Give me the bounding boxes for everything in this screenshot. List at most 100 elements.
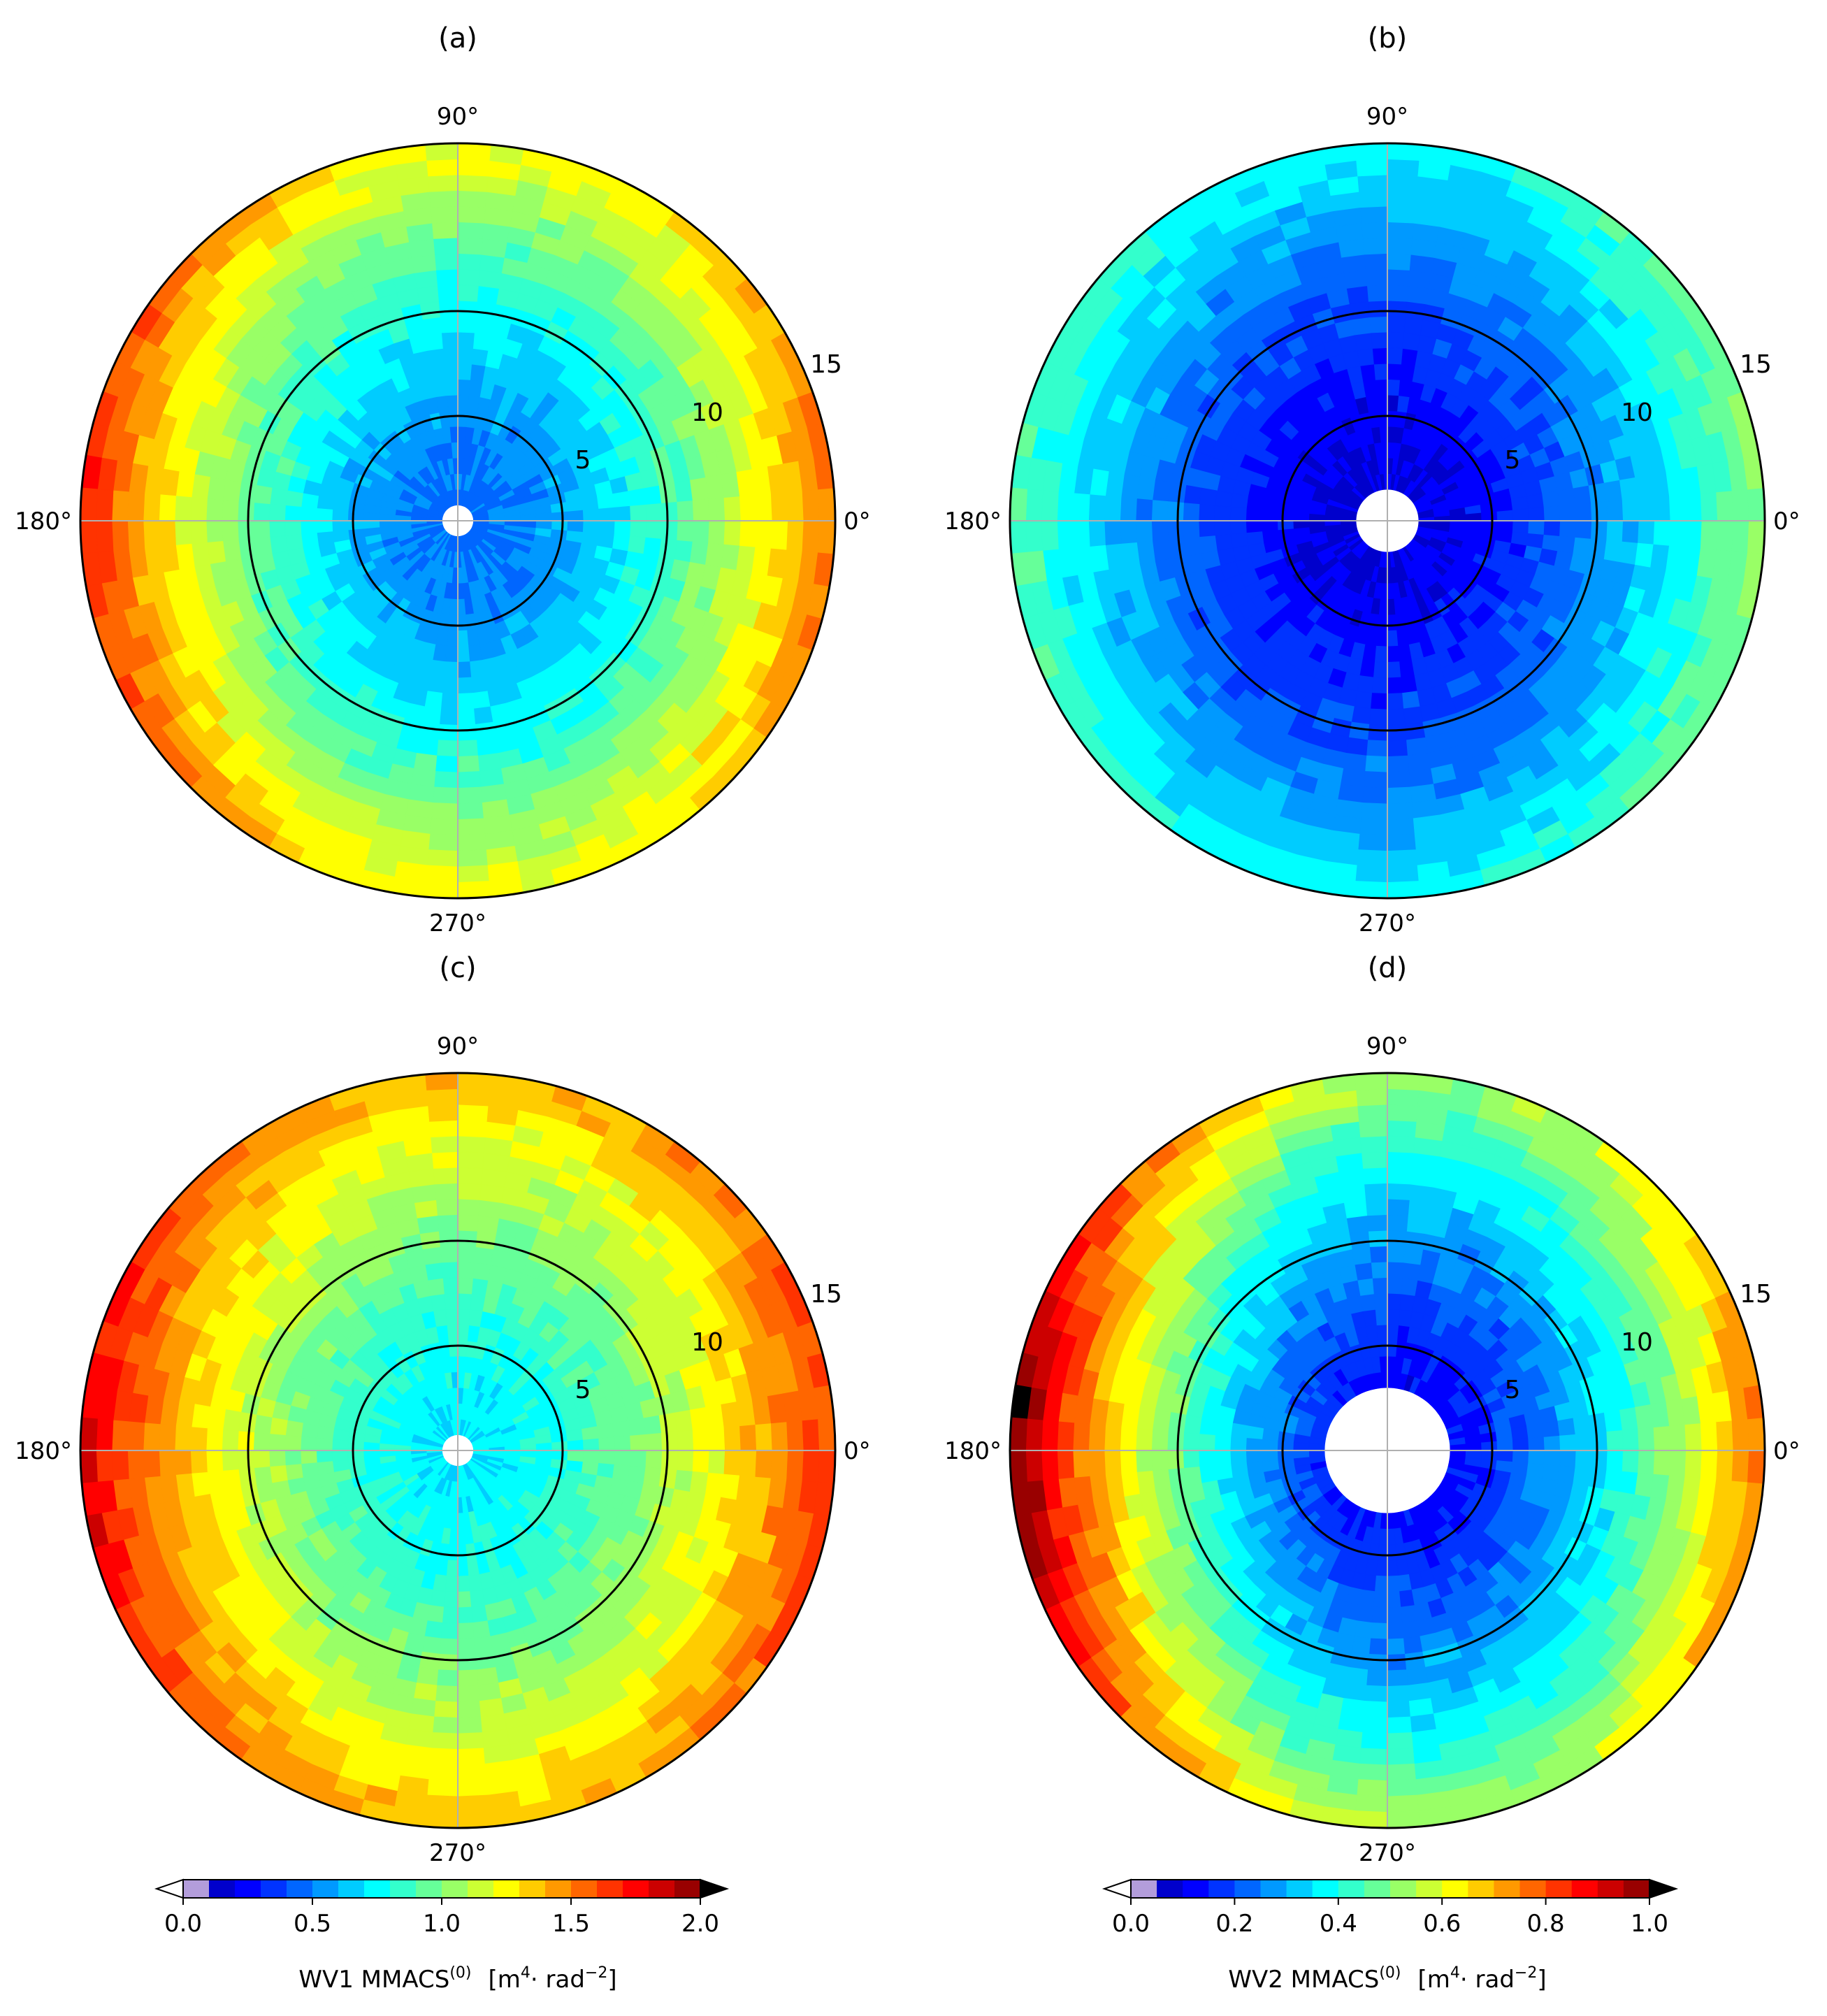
field-cell [428, 190, 458, 208]
field-cell [449, 598, 458, 616]
field-cell [269, 1465, 288, 1484]
field-cell [677, 1450, 694, 1471]
field-cell [419, 1230, 440, 1250]
radial-ring [247, 310, 669, 732]
field-cell [1357, 174, 1388, 192]
field-cell [628, 487, 647, 506]
field-cell [1354, 881, 1388, 898]
field-cell [419, 1651, 440, 1671]
field-cell [446, 1560, 458, 1577]
field-cell [437, 1669, 458, 1687]
field-cell [1526, 533, 1545, 549]
field-cell [433, 786, 458, 805]
field-cell [1542, 534, 1561, 552]
field-cell [1368, 723, 1388, 742]
field-cell [96, 489, 114, 521]
field-cell [1088, 494, 1106, 521]
field-cell [1292, 512, 1310, 521]
field-cell [818, 520, 835, 554]
field-cell [222, 500, 239, 521]
field-cell [643, 537, 662, 557]
field-cell [457, 143, 491, 161]
field-cell [1355, 159, 1388, 177]
field-cell [434, 1183, 458, 1200]
field-cell [268, 1450, 286, 1467]
field-cell [438, 1230, 458, 1248]
field-cell [471, 347, 489, 366]
field-cell [567, 520, 584, 533]
field-cell [414, 269, 438, 289]
field-cell [470, 363, 486, 382]
field-cell [457, 1606, 474, 1624]
field-cell [1359, 659, 1375, 678]
field-cell [438, 300, 458, 318]
field-cell [457, 786, 483, 805]
field-cell [674, 1409, 693, 1432]
field-cell [1371, 331, 1388, 349]
field-cell [1364, 771, 1388, 789]
field-cell [316, 520, 333, 534]
field-cell [430, 1748, 458, 1766]
field-cell [441, 693, 458, 710]
field-cell [457, 661, 472, 679]
field-cell [438, 723, 458, 742]
field-cell [1399, 363, 1415, 382]
field-cell [598, 1436, 616, 1451]
field-cell [1120, 520, 1137, 545]
field-cell [457, 1748, 486, 1766]
field-cell [567, 1439, 584, 1451]
field-cell [598, 506, 616, 521]
field-cell [457, 1685, 480, 1703]
field-cell [471, 1277, 489, 1296]
field-cell [416, 1666, 439, 1686]
field-cell [442, 1606, 458, 1624]
field-cell [111, 520, 129, 552]
field-cell [457, 363, 472, 380]
field-cell [770, 491, 788, 521]
field-cell [205, 1428, 224, 1451]
field-cell [143, 1423, 161, 1451]
field-cell [551, 520, 568, 531]
field-cell [441, 331, 458, 349]
field-cell [475, 1230, 497, 1250]
field-cell [1387, 442, 1395, 459]
field-cell [316, 1437, 333, 1451]
field-cell [708, 520, 725, 545]
field-cell [1359, 206, 1388, 224]
field-cell [581, 531, 600, 546]
field-cell [1277, 510, 1294, 521]
field-cell [1747, 487, 1765, 521]
panel-b-angle-90: 90° [1366, 103, 1408, 131]
field-cell [1025, 520, 1044, 553]
field-cell [457, 693, 475, 710]
field-cell [472, 332, 491, 351]
field-cell [426, 865, 458, 883]
field-cell [1575, 503, 1592, 521]
field-cell [1603, 540, 1623, 563]
field-cell [1481, 510, 1498, 521]
field-cell [237, 520, 255, 540]
field-cell [457, 677, 474, 694]
panel-a-angle-270: 270° [429, 909, 486, 937]
field-cell [457, 708, 476, 726]
field-cell [739, 1450, 757, 1477]
field-cell [658, 538, 678, 560]
field-cell [316, 496, 335, 510]
field-cell [1387, 818, 1415, 836]
field-cell [470, 1293, 486, 1312]
panel-b-angle-270: 270° [1359, 909, 1416, 937]
field-cell [630, 1450, 647, 1467]
field-cell [1373, 363, 1388, 380]
field-cell [1354, 332, 1373, 351]
field-cell [457, 442, 465, 459]
field-cell [430, 1589, 446, 1608]
field-cell [1405, 721, 1427, 741]
field-cell [316, 1450, 333, 1464]
field-cell [689, 1406, 709, 1431]
field-cell [428, 833, 458, 851]
field-cell [1377, 614, 1388, 631]
field-cell [1543, 520, 1561, 537]
field-cell [1387, 410, 1398, 427]
field-cell [414, 752, 438, 772]
field-cell [331, 1439, 349, 1451]
